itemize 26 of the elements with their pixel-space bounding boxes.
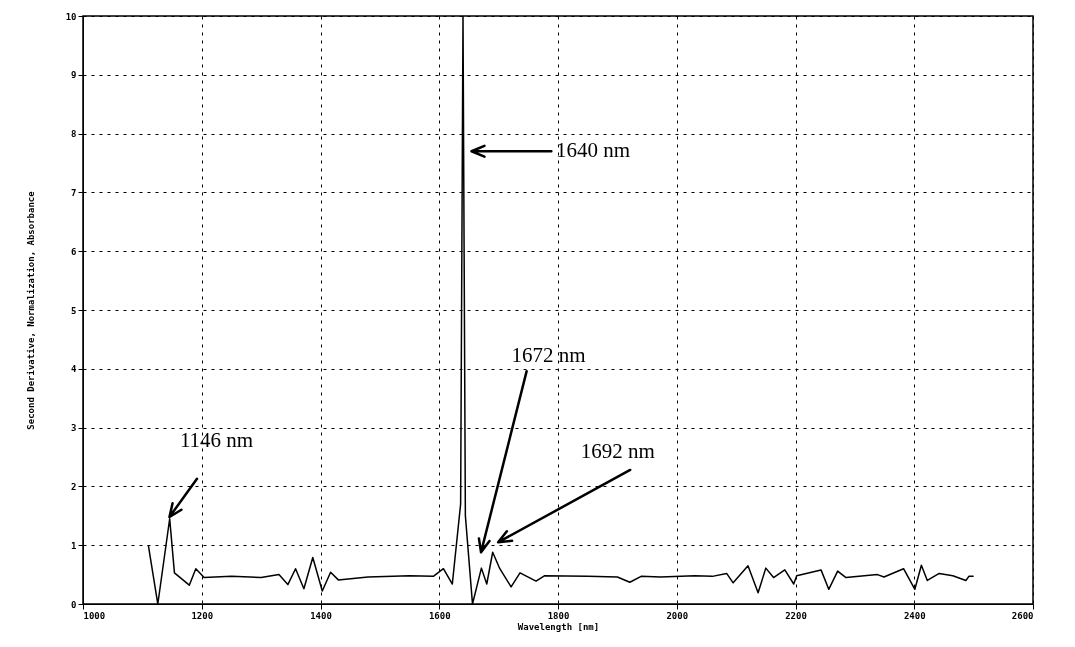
y-tick-label: 3 [71, 423, 77, 434]
y-tick-label: 6 [71, 246, 77, 257]
y-tick-label: 7 [71, 187, 77, 198]
x-tick-label: 1400 [310, 610, 332, 621]
annotation: 1672 nm [511, 342, 586, 367]
x-tick-label: 1600 [428, 610, 451, 621]
x-tick-label: 2400 [903, 610, 926, 621]
y-tick-label: 0 [71, 599, 77, 610]
y-tick-label: 1 [71, 540, 77, 551]
annotation: 1692 nm [580, 439, 655, 464]
y-tick-label: 5 [71, 305, 77, 316]
y-axis-title: Second Derivative, Normalization, Absorbance [25, 190, 36, 430]
x-tick-label: 1800 [547, 610, 570, 621]
y-tick-label: 2 [71, 481, 77, 492]
x-tick-label: 2200 [785, 610, 807, 621]
x-tick-label: 1200 [191, 610, 214, 621]
annotation: 1146 nm [179, 428, 254, 453]
x-tick-label: 1000 [83, 610, 106, 621]
x-tick-label: 2000 [666, 610, 689, 621]
x-axis-title: Wavelength [nm] [517, 621, 600, 632]
y-tick-label: 10 [65, 11, 77, 22]
annotation: 1640 nm [556, 138, 631, 163]
y-tick-label: 9 [71, 70, 77, 81]
y-tick-label: 4 [71, 364, 78, 375]
y-tick-label: 8 [71, 129, 77, 140]
x-tick-label: 2600 [1011, 610, 1034, 621]
